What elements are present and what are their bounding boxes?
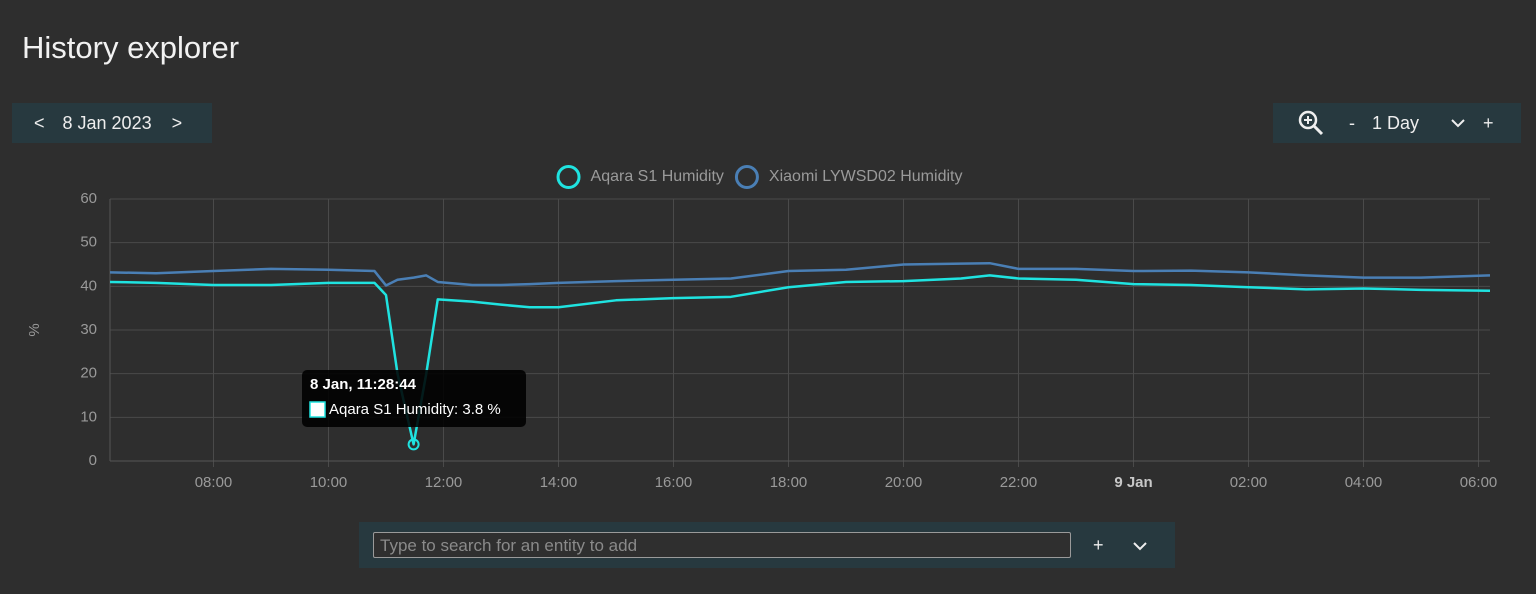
search-dropdown[interactable] [1133,541,1147,551]
date-label: 8 Jan 2023 [62,112,152,133]
next-button[interactable]: > [171,112,183,133]
highlight-point [407,438,420,451]
y-tick-label: 30 [80,321,97,338]
x-tick-label: 20:00 [885,474,923,491]
tooltip-title: 8 Jan, 11:28:44 [310,376,417,393]
legend: Aqara S1 Humidity Xiaomi LYWSD02 Humidity [556,165,963,189]
x-tick-label: 16:00 [655,474,693,491]
x-tick-label: 04:00 [1345,474,1383,491]
zoom-icon[interactable] [1297,109,1325,137]
x-tick-label: 10:00 [310,474,348,491]
x-tick-label: 08:00 [195,474,233,491]
x-tick-label: 12:00 [425,474,463,491]
range-dropdown[interactable] [1451,118,1465,128]
y-tick-label: 40 [80,277,97,294]
y-tick-label: 0 [89,452,97,469]
x-tick-label: 9 Jan [1114,474,1152,491]
zoom-out[interactable]: - [1349,112,1355,133]
tooltip: 8 Jan, 11:28:44 Aqara S1 Humidity: 3.8 % [302,370,526,427]
series-line [109,261,1491,287]
legend-label: Aqara S1 Humidity [591,168,724,185]
y-tick-label: 50 [80,234,97,251]
y-tick-label: 20 [80,365,97,382]
y-tick-label: 60 [80,190,97,207]
zoom-in[interactable]: + [1483,112,1494,133]
x-tick-label: 06:00 [1460,474,1498,491]
tooltip-swatch [309,401,326,418]
x-tick-label: 02:00 [1230,474,1268,491]
add-button[interactable]: + [1093,535,1104,555]
legend-item[interactable]: Aqara S1 Humidity [556,165,724,189]
x-tick-label: 22:00 [1000,474,1038,491]
legend-swatch [734,165,759,189]
legend-label: Xiaomi LYWSD02 Humidity [769,168,963,185]
x-tick-label: 18:00 [770,474,808,491]
tooltip-label: Aqara S1 Humidity: 3.8 % [329,401,501,418]
zoom-controls: - 1 Day + [1273,103,1521,143]
date-nav: < 8 Jan 2023 > [12,103,212,143]
page-title: History explorer [22,30,240,65]
y-axis-label: % [26,323,43,336]
tooltip-box [302,370,526,427]
x-tick-label: 14:00 [540,474,578,491]
legend-swatch [556,165,581,189]
range-label: 1 Day [1372,112,1420,133]
y-tick-label: 10 [80,408,97,425]
prev-button[interactable]: < [34,112,45,133]
series-line [109,274,1491,446]
legend-item[interactable]: Xiaomi LYWSD02 Humidity [734,165,963,189]
search-input[interactable]: Type to search for an entity to add [373,532,1071,558]
